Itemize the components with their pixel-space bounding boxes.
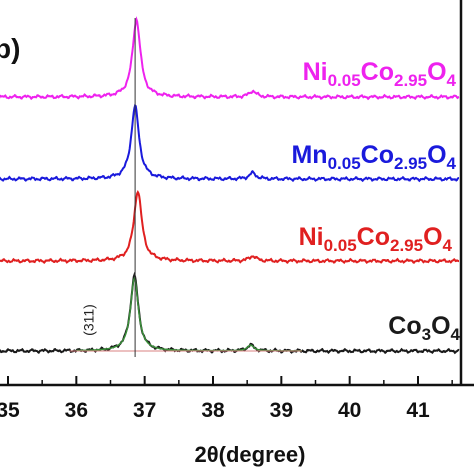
panel-label: b) [0, 33, 20, 64]
x-tick-label: 39 [270, 399, 293, 422]
series-label: Co3O4 [388, 312, 460, 344]
x-tick-label: 36 [65, 399, 88, 422]
series-line [0, 16, 460, 101]
series-group [0, 189, 460, 265]
series-line [0, 103, 460, 183]
x-tick-label: 40 [338, 399, 361, 422]
x-tick-label: 35 [0, 399, 20, 422]
series-group [0, 271, 460, 355]
x-tick-label: 38 [201, 399, 225, 422]
fit-curve [76, 276, 302, 352]
series-label: Mn0.05Co2.95O4 [291, 141, 456, 173]
series-label: Ni0.05Co2.95O4 [299, 223, 453, 255]
peak-annotation: (311) [80, 304, 96, 336]
x-tick-label: 41 [406, 399, 430, 422]
series-line [0, 189, 460, 265]
series-group [0, 16, 460, 101]
x-tick-label: 37 [133, 399, 156, 422]
series-group [0, 103, 460, 183]
x-axis-title: 2θ(degree) [195, 442, 306, 467]
series-label: Ni0.05Co2.95O4 [303, 58, 457, 90]
